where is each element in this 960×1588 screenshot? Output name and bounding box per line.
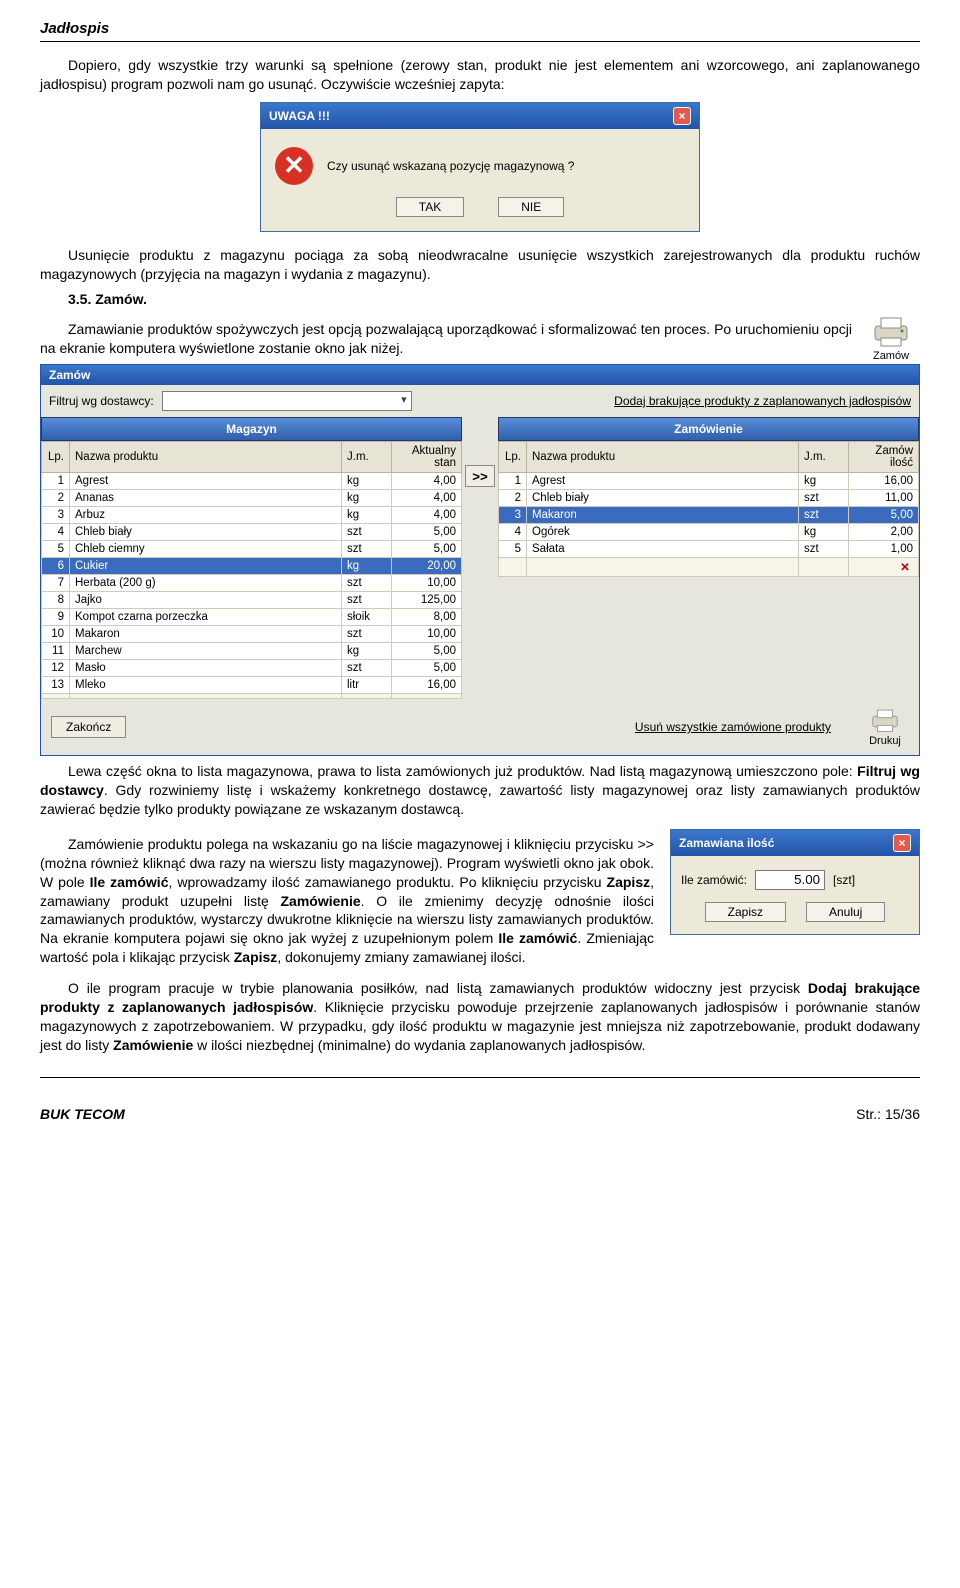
table-row[interactable]: 9Kompot czarna porzeczkasłoik8,00 bbox=[42, 609, 462, 626]
table-row[interactable]: 8Jajkoszt125,00 bbox=[42, 592, 462, 609]
dialog-ilosc-title: Zamawiana ilość × bbox=[671, 830, 919, 856]
drukuj-button[interactable]: Drukuj bbox=[861, 707, 909, 747]
zapisz-button[interactable]: Zapisz bbox=[705, 902, 786, 922]
heading-3-5: 3.5. Zamów. bbox=[40, 290, 920, 309]
zamowienie-table[interactable]: Lp. Nazwa produktu J.m. Zamów ilość 1Agr… bbox=[498, 441, 919, 577]
col-name-r: Nazwa produktu bbox=[527, 442, 799, 473]
zamow-toolbar: Filtruj wg dostawcy: Dodaj brakujące pro… bbox=[41, 385, 919, 417]
col-jm-r: J.m. bbox=[799, 442, 849, 473]
page-title: Jadłospis bbox=[40, 20, 920, 37]
nie-button[interactable]: NIE bbox=[498, 197, 564, 217]
zamow-shortcut-label: Zamów bbox=[873, 350, 909, 362]
dialog-zamawiana-ilosc: Zamawiana ilość × Ile zamówić: [szt] Zap… bbox=[670, 829, 920, 935]
footer-brand: BUK TECOM bbox=[40, 1106, 125, 1122]
filter-supplier-combo[interactable] bbox=[162, 391, 412, 411]
t: , dokonujemy zmiany zamawianej ilości. bbox=[277, 949, 525, 965]
header-magazyn: Magazyn bbox=[41, 417, 462, 441]
para-4c: . Gdy rozwiniemy listę i wskażemy konkre… bbox=[40, 782, 920, 817]
table-row[interactable]: 5Sałataszt1,00 bbox=[499, 541, 919, 558]
table-row[interactable]: 4Ogórekkg2,00 bbox=[499, 524, 919, 541]
usun-wszystkie-link[interactable]: Usuń wszystkie zamówione produkty bbox=[635, 720, 851, 734]
table-row[interactable]: 12Masłoszt5,00 bbox=[42, 660, 462, 677]
error-icon: ✕ bbox=[275, 147, 313, 185]
ile-zamowic-input[interactable] bbox=[755, 870, 825, 890]
para-2: Usunięcie produktu z magazynu pociąga za… bbox=[40, 246, 920, 284]
tak-button[interactable]: TAK bbox=[396, 197, 464, 217]
table-row[interactable]: 2Chleb białyszt11,00 bbox=[499, 490, 919, 507]
ile-zamowic-label: Ile zamówić: bbox=[681, 873, 747, 887]
add-missing-link[interactable]: Dodaj brakujące produkty z zaplanowanych… bbox=[614, 394, 911, 408]
header-zamowienie: Zamówienie bbox=[498, 417, 919, 441]
col-lp-r: Lp. bbox=[499, 442, 527, 473]
para-3: Zamawianie produktów spożywczych jest op… bbox=[40, 320, 852, 358]
table-row[interactable]: 1Agrestkg4,00 bbox=[42, 473, 462, 490]
close-icon[interactable]: × bbox=[673, 107, 691, 125]
t: Ile zamówić bbox=[90, 874, 169, 890]
col-stan: Aktualny stan bbox=[392, 442, 462, 473]
printer-icon bbox=[867, 707, 903, 733]
printer-icon bbox=[869, 314, 913, 348]
t: Ile zamówić bbox=[498, 930, 577, 946]
dialog-uwaga-body: ✕ Czy usunąć wskazaną pozycję magazynową… bbox=[261, 129, 699, 197]
col-lp: Lp. bbox=[42, 442, 70, 473]
t: O ile program pracuje w trybie planowani… bbox=[68, 980, 808, 996]
para-4: Lewa część okna to lista magazynowa, pra… bbox=[40, 762, 920, 819]
table-row[interactable]: 1Agrestkg16,00 bbox=[499, 473, 919, 490]
footer-pagenum: Str.: 15/36 bbox=[856, 1106, 920, 1122]
table-row[interactable]: 11Marchewkg5,00 bbox=[42, 643, 462, 660]
dialog-uwaga-title: UWAGA !!! × bbox=[261, 103, 699, 129]
table-row[interactable]: 7Herbata (200 g)szt10,00 bbox=[42, 575, 462, 592]
table-row[interactable]: 2Ananaskg4,00 bbox=[42, 490, 462, 507]
divider-bottom bbox=[40, 1077, 920, 1078]
table-row[interactable]: 3Arbuzkg4,00 bbox=[42, 507, 462, 524]
col-qty-r: Zamów ilość bbox=[849, 442, 919, 473]
dialog-uwaga-message: Czy usunąć wskazaną pozycję magazynową ? bbox=[327, 159, 574, 173]
para-6: O ile program pracuje w trybie planowani… bbox=[40, 979, 920, 1055]
t: Zapisz bbox=[607, 874, 651, 890]
dialog-uwaga-title-text: UWAGA !!! bbox=[269, 109, 330, 123]
table-row[interactable]: 3Makaronszt5,00 bbox=[499, 507, 919, 524]
para-5: Zamówienie produktu polega na wskazaniu … bbox=[40, 835, 654, 967]
add-to-order-button[interactable]: >> bbox=[465, 465, 495, 487]
para-4a: Lewa część okna to lista magazynowa, pra… bbox=[68, 763, 857, 779]
magazyn-table[interactable]: Lp. Nazwa produktu J.m. Aktualny stan 1A… bbox=[41, 441, 462, 699]
close-icon[interactable]: × bbox=[893, 834, 911, 852]
drukuj-label: Drukuj bbox=[869, 735, 901, 747]
zamow-footer: Zakończ Usuń wszystkie zamówione produkt… bbox=[41, 699, 919, 755]
table-row[interactable]: 6Cukierkg20,00 bbox=[42, 558, 462, 575]
zakoncz-button[interactable]: Zakończ bbox=[51, 716, 126, 738]
dialog-uwaga: UWAGA !!! × ✕ Czy usunąć wskazaną pozycj… bbox=[260, 102, 700, 232]
table-row[interactable]: 13Mlekolitr16,00 bbox=[42, 677, 462, 694]
para-intro: Dopiero, gdy wszystkie trzy warunki są s… bbox=[40, 56, 920, 94]
filter-label: Filtruj wg dostawcy: bbox=[49, 394, 154, 408]
col-name: Nazwa produktu bbox=[70, 442, 342, 473]
zamow-shortcut[interactable]: Zamów bbox=[862, 314, 920, 362]
col-jm: J.m. bbox=[342, 442, 392, 473]
delete-icon[interactable]: ✕ bbox=[897, 560, 913, 574]
anuluj-button[interactable]: Anuluj bbox=[806, 902, 885, 922]
table-row[interactable]: 5Chleb ciemnyszt5,00 bbox=[42, 541, 462, 558]
t: , wprowadzamy ilość zamawianego produktu… bbox=[168, 874, 606, 890]
divider-top bbox=[40, 41, 920, 42]
t: Zapisz bbox=[234, 949, 278, 965]
zamow-window-title: Zamów bbox=[41, 365, 919, 385]
dialog-ilosc-title-text: Zamawiana ilość bbox=[679, 836, 774, 850]
t: w ilości niezbędnej (minimalne) do wydan… bbox=[193, 1037, 645, 1053]
page-footer: BUK TECOM Str.: 15/36 bbox=[40, 1106, 920, 1122]
t: Zamówienie bbox=[280, 893, 360, 909]
table-row[interactable]: 10Makaronszt10,00 bbox=[42, 626, 462, 643]
zamow-window: Zamów Filtruj wg dostawcy: Dodaj brakują… bbox=[40, 364, 920, 756]
table-row[interactable]: 4Chleb białyszt5,00 bbox=[42, 524, 462, 541]
t: Zamówienie bbox=[113, 1037, 193, 1053]
ile-zamowic-unit: [szt] bbox=[833, 873, 855, 887]
